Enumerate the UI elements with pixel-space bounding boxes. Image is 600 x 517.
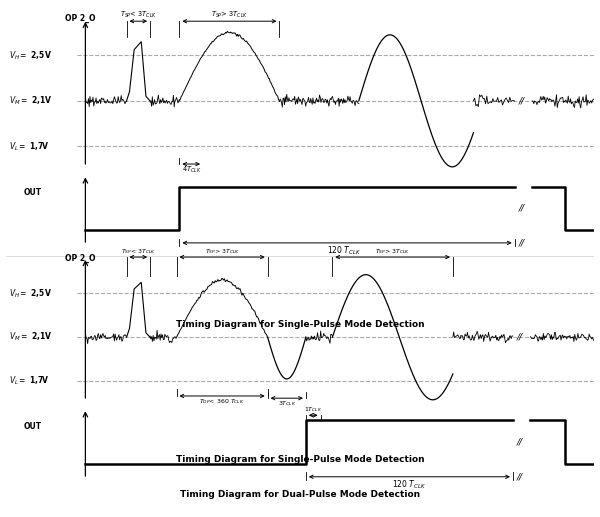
Text: $V_M=$ 2,1V: $V_M=$ 2,1V [9, 95, 52, 107]
Text: OP 2_O: OP 2_O [65, 14, 95, 23]
Text: //: // [518, 96, 524, 105]
Text: $4T_{CLK}$: $4T_{CLK}$ [182, 165, 201, 175]
Text: //: // [517, 437, 523, 447]
Text: //: // [517, 472, 523, 481]
Text: //: // [517, 333, 523, 342]
Text: $T_{SP}$< 3$T_{CLK}$: $T_{SP}$< 3$T_{CLK}$ [121, 247, 156, 256]
Text: $T_{SP}$> 3$T_{CLK}$: $T_{SP}$> 3$T_{CLK}$ [205, 247, 239, 256]
Text: //: // [518, 238, 524, 248]
Text: Timing Diagram for Single-Pulse Mode Detection: Timing Diagram for Single-Pulse Mode Det… [176, 320, 424, 329]
Text: $3T_{CLK}$: $3T_{CLK}$ [278, 399, 296, 408]
Text: OP 2_O: OP 2_O [65, 253, 95, 263]
Text: Timing Diagram for Dual-Pulse Mode Detection: Timing Diagram for Dual-Pulse Mode Detec… [180, 490, 420, 499]
Text: $T_{SP}$> 3$T_{CLK}$: $T_{SP}$> 3$T_{CLK}$ [211, 10, 248, 20]
Text: //: // [518, 204, 524, 212]
Text: $T_{SP}$< 3$T_{CLK}$: $T_{SP}$< 3$T_{CLK}$ [120, 10, 157, 20]
Text: 120 $T_{CLK}$: 120 $T_{CLK}$ [392, 479, 426, 491]
Text: 120 $T_{CLK}$: 120 $T_{CLK}$ [327, 245, 361, 257]
Text: $V_H=$ 2,5V: $V_H=$ 2,5V [9, 287, 52, 299]
Text: $V_H=$ 2,5V: $V_H=$ 2,5V [9, 49, 52, 62]
Text: OUT: OUT [23, 188, 41, 197]
Text: $V_M=$ 2,1V: $V_M=$ 2,1V [9, 331, 52, 343]
Text: $V_L=$ 1,7V: $V_L=$ 1,7V [9, 375, 50, 387]
Text: $V_L=$ 1,7V: $V_L=$ 1,7V [9, 140, 50, 153]
Text: Timing Diagram for Single-Pulse Mode Detection: Timing Diagram for Single-Pulse Mode Det… [176, 455, 424, 464]
Text: OUT: OUT [23, 422, 41, 431]
Text: $T_{DP}$< 360 $T_{CLK}$: $T_{DP}$< 360 $T_{CLK}$ [199, 397, 245, 406]
Text: $1T_{CLK}$: $1T_{CLK}$ [304, 405, 323, 414]
Text: $T_{SP}$> 3$T_{CLK}$: $T_{SP}$> 3$T_{CLK}$ [375, 247, 410, 256]
